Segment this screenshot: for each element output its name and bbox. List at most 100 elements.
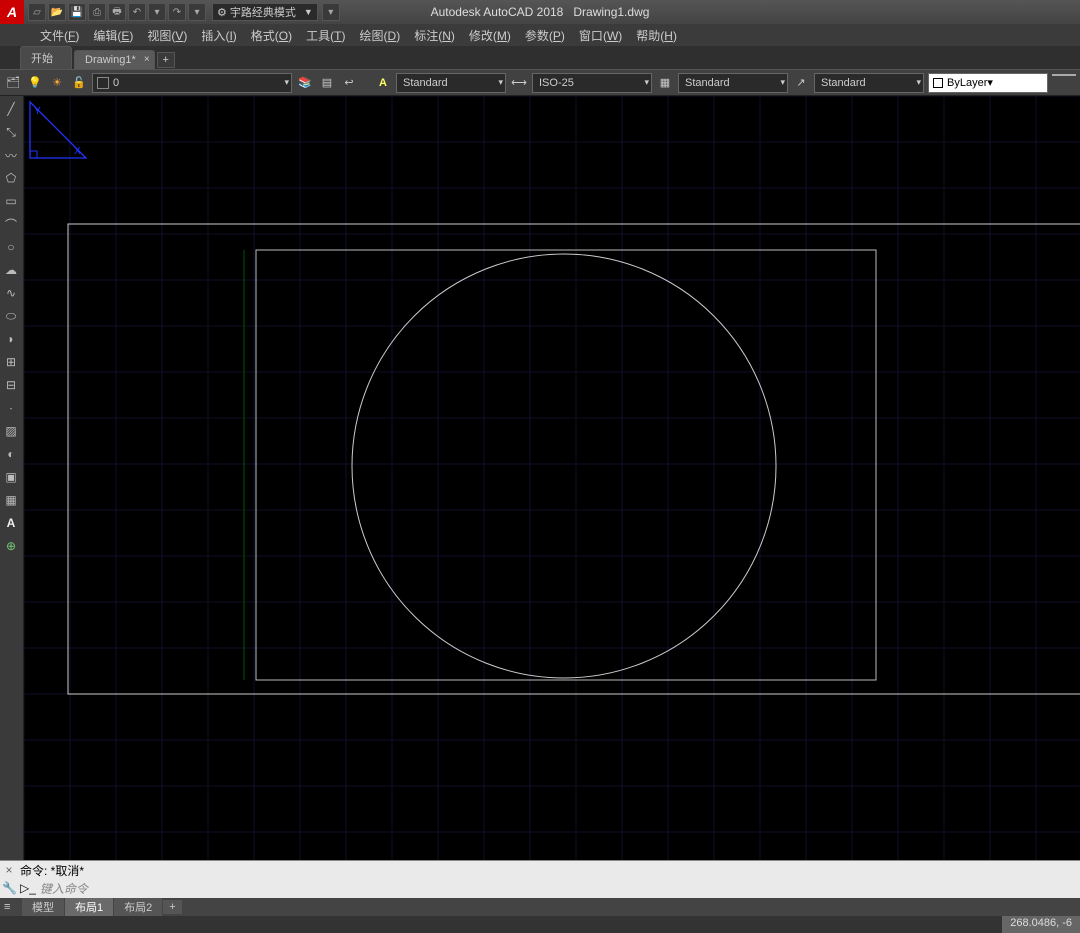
text-style-dropdown[interactable]: Standard▾ [396,73,506,93]
line-tool-icon[interactable]: ╱ [0,98,22,120]
dim-style-dropdown[interactable]: ISO-25▾ [532,73,652,93]
save-icon[interactable]: 💾 [68,3,86,21]
insert-block-icon[interactable]: ⊞ [0,351,22,373]
xline-tool-icon[interactable]: ⤡ [0,121,22,143]
print-icon[interactable]: 🖶 [108,3,126,21]
menu-bar: 文件(F) 编辑(E) 视图(V) 插入(I) 格式(O) 工具(T) 绘图(D… [0,24,1080,46]
undo-arrow-icon[interactable]: ▾ [148,3,166,21]
workspace-label: 宇路经典模式 [230,4,296,20]
app-logo[interactable]: A [0,0,24,24]
revcloud-tool-icon[interactable]: ☁ [0,259,22,281]
sun-icon[interactable]: ☀ [48,74,66,92]
chevron-down-icon: ▾ [780,77,785,88]
main-area: ╱ ⤡ 〰 ⬠ ▭ ⌒ ○ ☁ ∿ ⬭ ◗ ⊞ ⊟ ∙ ▨ ◐ ▣ ▦ A ⊕ … [0,96,1080,860]
open-icon[interactable]: 📂 [48,3,66,21]
menu-edit[interactable]: 编辑(E) [93,27,133,44]
polyline-tool-icon[interactable]: 〰 [0,144,22,166]
menu-parametric[interactable]: 参数(P) [525,27,565,44]
command-input[interactable]: 键入命令 [36,880,1080,897]
window-title: Autodesk AutoCAD 2018 Drawing1.dwg [431,5,650,19]
chevron-down-icon: ▾ [644,77,649,88]
mleader-style-dropdown[interactable]: Standard▾ [814,73,924,93]
dim-style-icon[interactable]: ⟷ [510,74,528,92]
lock-icon[interactable]: 🔓 [70,74,88,92]
ellipse-arc-tool-icon[interactable]: ◗ [0,328,22,350]
mtext-tool-icon[interactable]: A [0,512,22,534]
lightbulb-icon[interactable]: 💡 [26,74,44,92]
text-style-icon[interactable]: A [374,74,392,92]
chevron-down-icon: ▼ [304,7,313,17]
menu-insert[interactable]: 插入(I) [201,27,236,44]
status-coordinates: 268.0486, -6 [1002,916,1080,933]
menu-dimension[interactable]: 标注(N) [414,27,455,44]
tab-layout1[interactable]: 布局1 [65,898,113,916]
layer-props-icon[interactable]: 🗂 [4,74,22,92]
chevron-down-icon: ▾ [284,77,289,88]
chevron-down-icon: ▾ [987,76,993,89]
layer-prev-icon[interactable]: ↩ [340,74,358,92]
layer-name: 0 [113,77,119,89]
menu-window[interactable]: 窗口(W) [579,27,622,44]
arc-tool-icon[interactable]: ⌒ [0,213,22,235]
svg-text:X: X [74,146,81,157]
rectangle-tool-icon[interactable]: ▭ [0,190,22,212]
redo-icon[interactable]: ↷ [168,3,186,21]
layer-dropdown[interactable]: 0 ▾ [92,73,292,93]
add-tab-button[interactable]: + [157,52,175,68]
new-icon[interactable]: ▱ [28,3,46,21]
polygon-tool-icon[interactable]: ⬠ [0,167,22,189]
ucs-icon: X Y [24,96,94,166]
make-block-icon[interactable]: ⊟ [0,374,22,396]
point-tool-icon[interactable]: ∙ [0,397,22,419]
close-icon[interactable]: × [144,54,150,65]
menu-draw[interactable]: 绘图(D) [360,27,401,44]
mleader-style-icon[interactable]: ↗ [792,74,810,92]
layer-iso-icon[interactable]: ▤ [318,74,336,92]
gear-icon: ⚙ [217,6,227,19]
hatch-tool-icon[interactable]: ▨ [0,420,22,442]
tab-model[interactable]: 模型 [22,898,64,916]
workspace-dropdown[interactable]: ⚙ 宇路经典模式 ▼ [212,3,318,21]
add-layout-button[interactable]: + [163,900,181,914]
quick-access-toolbar: ▱ 📂 💾 ⎙ 🖶 ↶ ▾ ↷ ▾ [28,3,206,21]
command-caret-icon: ▷_ [16,881,36,895]
command-history: 命令: *取消* [16,862,84,879]
wrench-icon[interactable]: 🔧 [2,881,16,895]
command-area: × 命令: *取消* 🔧 ▷_ 键入命令 [0,860,1080,898]
undo-icon[interactable]: ↶ [128,3,146,21]
table-tool-icon[interactable]: ▦ [0,489,22,511]
menu-tools[interactable]: 工具(T) [306,27,345,44]
drawing-canvas[interactable]: X Y [24,96,1080,860]
layout-menu-icon[interactable]: ≡ [4,901,10,913]
chevron-down-icon: ▾ [916,77,921,88]
properties-bar: 🗂 💡 ☀ 🔓 0 ▾ 📚 ▤ ↩ A Standard▾ ⟷ ISO-25▾ … [0,70,1080,96]
menu-file[interactable]: 文件(F) [40,27,79,44]
close-cmd-icon[interactable]: × [2,863,16,877]
menu-format[interactable]: 格式(O) [251,27,292,44]
color-swatch-icon [933,78,943,88]
tab-start[interactable]: 开始 [20,46,72,69]
draw-toolbar: ╱ ⤡ 〰 ⬠ ▭ ⌒ ○ ☁ ∿ ⬭ ◗ ⊞ ⊟ ∙ ▨ ◐ ▣ ▦ A ⊕ [0,96,24,860]
table-style-dropdown[interactable]: Standard▾ [678,73,788,93]
menu-help[interactable]: 帮助(H) [636,27,677,44]
title-bar: A ▱ 📂 💾 ⎙ 🖶 ↶ ▾ ↷ ▾ ⚙ 宇路经典模式 ▼ ▾ Autodes… [0,0,1080,24]
addselected-tool-icon[interactable]: ⊕ [0,535,22,557]
redo-arrow-icon[interactable]: ▾ [188,3,206,21]
qat-more-icon[interactable]: ▾ [322,3,340,21]
region-tool-icon[interactable]: ▣ [0,466,22,488]
tab-drawing1[interactable]: Drawing1*× [74,50,155,69]
lineweight-icon[interactable] [1052,74,1076,92]
gradient-tool-icon[interactable]: ◐ [0,443,22,465]
document-tabs: 开始 Drawing1*× + [0,46,1080,70]
table-style-icon[interactable]: ▦ [656,74,674,92]
tab-layout2[interactable]: 布局2 [114,898,162,916]
color-dropdown[interactable]: ByLayer▾ [928,73,1048,93]
menu-view[interactable]: 视图(V) [147,27,187,44]
circle-tool-icon[interactable]: ○ [0,236,22,258]
saveas-icon[interactable]: ⎙ [88,3,106,21]
spline-tool-icon[interactable]: ∿ [0,282,22,304]
menu-modify[interactable]: 修改(M) [469,27,511,44]
ellipse-tool-icon[interactable]: ⬭ [0,305,22,327]
layout-tabs: ≡ 模型 布局1 布局2 + [0,898,1080,916]
layer-states-icon[interactable]: 📚 [296,74,314,92]
